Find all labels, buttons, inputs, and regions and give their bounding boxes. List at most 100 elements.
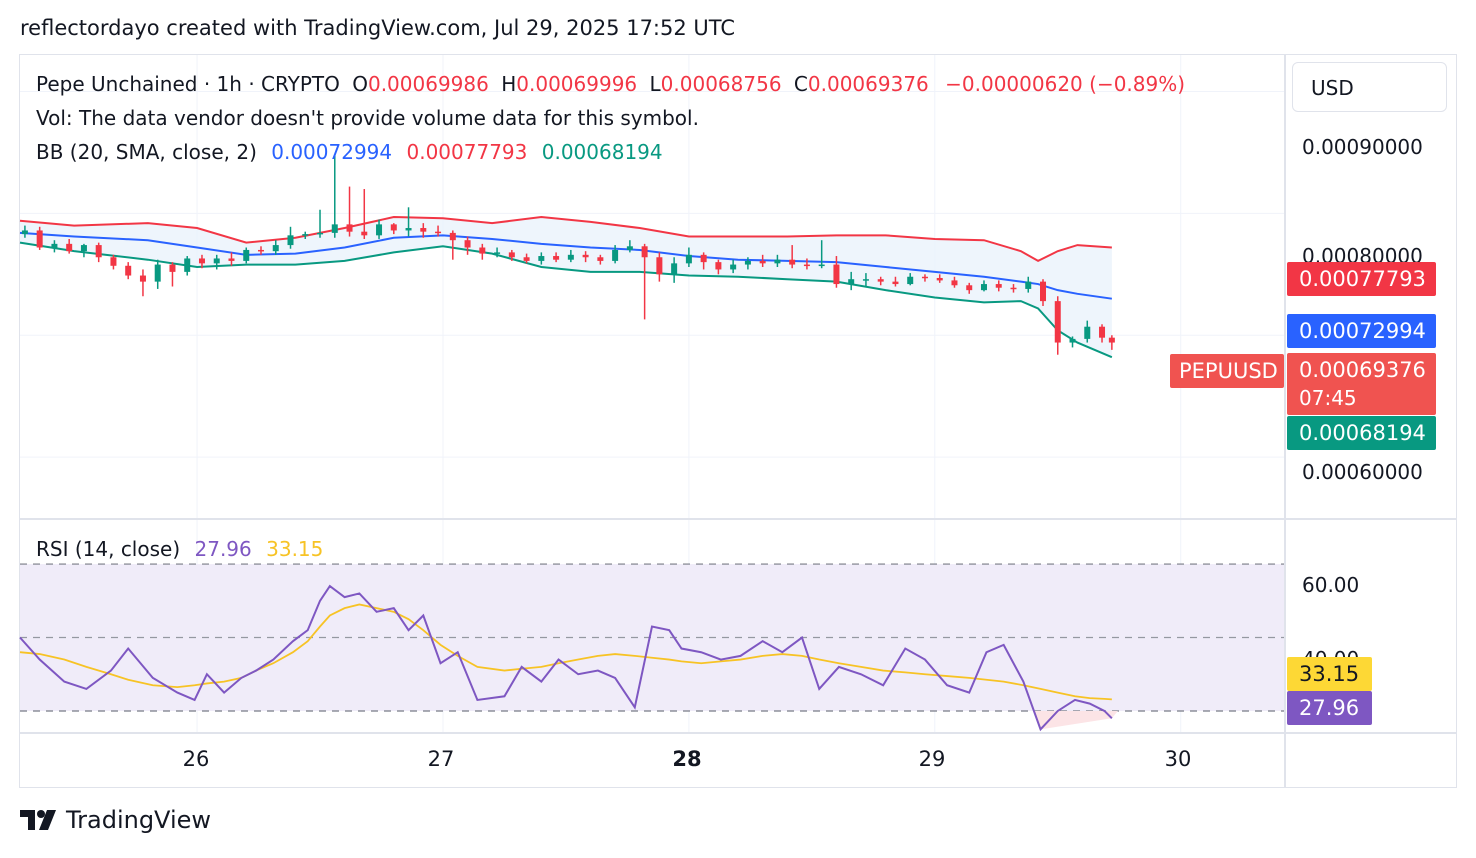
candle (154, 259, 161, 289)
candle (1069, 336, 1076, 348)
candle (479, 243, 486, 260)
candle (390, 223, 397, 235)
candle (980, 280, 987, 292)
candle-body (1108, 337, 1115, 343)
candle-body (980, 284, 987, 291)
candle (228, 252, 235, 266)
legend-rsi-value: 27.96 (194, 537, 252, 561)
candle-body (420, 228, 427, 232)
candle (995, 280, 1002, 292)
candle (921, 274, 928, 282)
candle (95, 242, 102, 263)
candle (907, 273, 914, 286)
currency-button[interactable]: USD (1292, 62, 1447, 112)
candle (169, 262, 176, 287)
close-price-value: 0.00069376 (1299, 358, 1426, 382)
candle-body (671, 263, 678, 275)
candle (198, 254, 205, 269)
candle-body (1069, 338, 1076, 343)
candle-body (685, 254, 692, 264)
candle (302, 231, 309, 239)
candle (508, 249, 515, 261)
candle-body (833, 264, 840, 285)
candle-body (139, 275, 146, 282)
candle (862, 273, 869, 287)
candle-body (361, 231, 368, 236)
x-axis-label-30: 30 (1164, 747, 1192, 771)
candle (538, 252, 545, 265)
candle-body (744, 260, 751, 265)
candle-body (1040, 281, 1047, 302)
candle (272, 240, 279, 255)
page-header: reflectordayo created with TradingView.c… (20, 16, 736, 40)
candle (582, 251, 589, 263)
legend-rsi: RSI (14, close) 27.96 33.15 (36, 537, 323, 561)
candle (361, 189, 368, 239)
legend-close: 0.00069376 (807, 72, 929, 96)
candlesticks (21, 154, 1115, 355)
candle (66, 238, 73, 254)
legend-bb-basis: 0.00072994 (271, 140, 393, 164)
candle-body (21, 230, 28, 235)
rsi-lines (19, 584, 1118, 732)
candle-body (331, 224, 338, 233)
candle (553, 252, 560, 263)
candle (671, 257, 678, 283)
candle-body (538, 256, 545, 261)
candle-body (936, 277, 943, 281)
candle (641, 243, 648, 320)
candle-body (36, 230, 43, 248)
candle (464, 236, 471, 255)
candle-body (1054, 301, 1061, 343)
legend-low: 0.00068756 (660, 72, 782, 96)
candle (715, 259, 722, 275)
candle (494, 247, 501, 258)
candle-body (1084, 326, 1091, 339)
candle (656, 252, 663, 282)
legend-volume: Vol: The data vendor doesn't provide vol… (36, 106, 699, 130)
candle-body (287, 235, 294, 246)
candle (36, 226, 43, 250)
candle (21, 225, 28, 238)
candle-body (877, 279, 884, 282)
x-axis-label-29: 29 (918, 747, 946, 771)
candle (1040, 279, 1047, 306)
candle (346, 186, 353, 237)
candle-body (892, 281, 899, 285)
candle (1099, 324, 1106, 343)
candle-body (523, 257, 530, 261)
candle-body (508, 252, 515, 258)
candle (612, 245, 619, 264)
candle-body (95, 245, 102, 258)
legend-change: −0.00000620 (−0.89%) (945, 72, 1186, 96)
legend-bb-lower: 0.00068194 (541, 140, 663, 164)
chart-frame (19, 54, 1457, 788)
candle-body (582, 254, 589, 258)
candle (567, 249, 574, 263)
bb-upper-line (19, 216, 1112, 263)
candle-body (243, 249, 250, 261)
bb-lower-tag: 0.00068194 (1287, 416, 1436, 450)
candle-body (213, 258, 220, 264)
legend-bb: BB (20, SMA, close, 2) 0.00072994 0.0007… (36, 140, 663, 164)
candle (331, 154, 338, 238)
candle-body (1099, 326, 1106, 338)
candle-body (774, 259, 781, 264)
candle-body (257, 249, 264, 252)
rsi-line (19, 584, 1113, 732)
candle (848, 271, 855, 291)
candle-body (464, 240, 471, 248)
candle (744, 257, 751, 270)
bb-basis-tag: 0.00072994 (1287, 314, 1436, 348)
candle-body (597, 257, 604, 261)
candle-body (803, 264, 810, 267)
candle-body (302, 234, 309, 236)
candle-body (730, 264, 737, 270)
candle-body (479, 247, 486, 254)
legend-symbol: Pepe Unchained · 1h · CRYPTO (36, 72, 340, 96)
candle (523, 253, 530, 264)
legend-open: 0.00069986 (367, 72, 489, 96)
candle (110, 254, 117, 270)
price-axis-label-1: 0.00090000 (1302, 135, 1423, 159)
